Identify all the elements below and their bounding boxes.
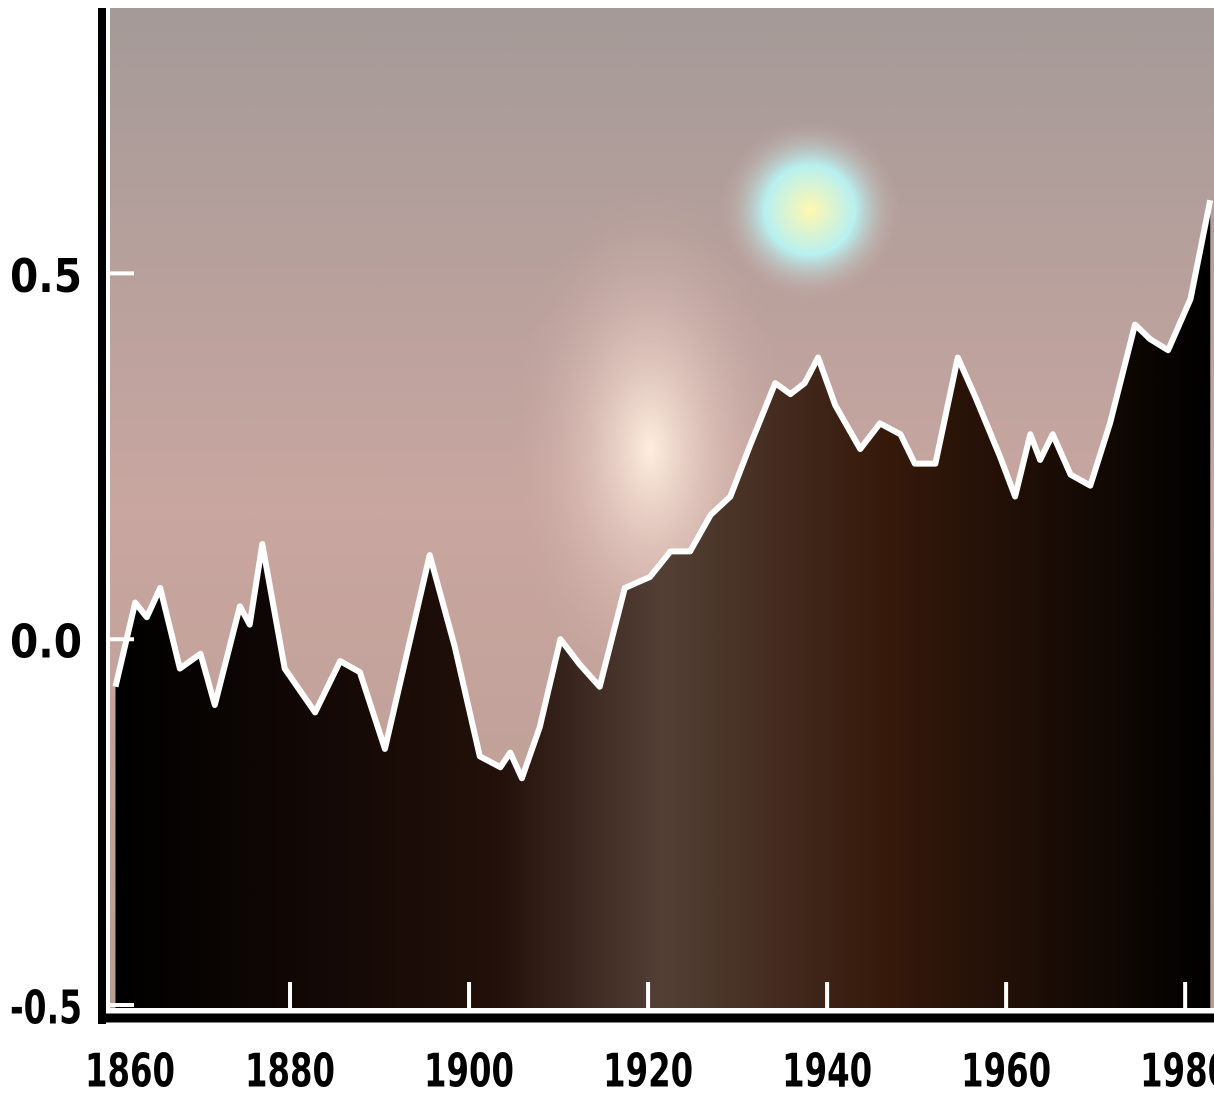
x-tick-label: 1920: [603, 1044, 693, 1098]
x-tick-label: 1980: [1140, 1044, 1214, 1098]
chart: -0.5 0.0 0.5 1860 1880 1900 1920 1940 1960 1980: [0, 0, 1214, 1100]
y-tick-label: 0.5: [10, 249, 82, 303]
x-tick-label: 1960: [961, 1044, 1051, 1098]
glow: [720, 120, 900, 300]
x-tick-label: 1900: [424, 1044, 514, 1098]
y-tick-label: -0.5: [10, 981, 82, 1035]
x-tick-label: 1940: [782, 1044, 872, 1098]
x-tick-label: 1860: [85, 1044, 175, 1098]
y-tick-label: 0.0: [10, 615, 82, 669]
x-tick-label: 1880: [245, 1044, 335, 1098]
page: {"chart_data": {"type": "area-line", "x"…: [0, 0, 1214, 1100]
